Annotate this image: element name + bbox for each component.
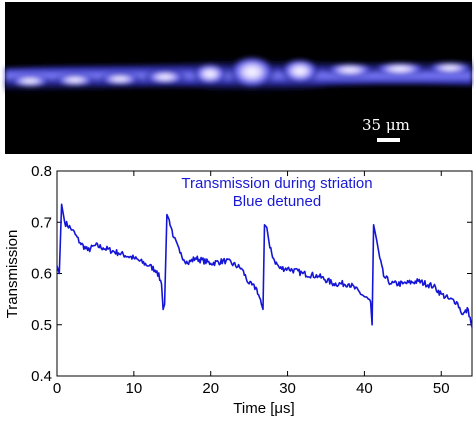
scale-bar-label: 35 μm	[362, 116, 410, 134]
transmission-chart: 0 10 20 30 40 50 0.4 0.5 0.6 0.7 0.8 Transmission …	[4, 163, 473, 417]
fiber-glow	[5, 55, 474, 94]
x-axis-title: Time [μs]	[233, 400, 294, 417]
scale-bar	[377, 138, 400, 142]
y-tick-label: 0.4	[31, 368, 52, 385]
y-tick-label: 0.8	[31, 163, 52, 180]
fiber-image-panel: 35 μm	[5, 2, 474, 154]
x-tick-label: 50	[433, 380, 450, 397]
y-axis-title: Transmission	[4, 230, 21, 319]
x-tick-label: 30	[279, 380, 296, 397]
x-tick-label: 20	[202, 380, 219, 397]
y-tick-label: 0.7	[31, 214, 52, 231]
x-tick-label: 10	[126, 380, 143, 397]
x-tick-label: 40	[356, 380, 373, 397]
axis-tick-labels: 0 10 20 30 40 50 0.4 0.5 0.6 0.7 0.8	[31, 163, 449, 397]
x-tick-label: 0	[53, 380, 61, 397]
series-line-transmission	[56, 203, 473, 328]
y-tick-label: 0.6	[31, 266, 52, 283]
annotation-line-2: Blue detuned	[233, 193, 321, 210]
y-tick-label: 0.5	[31, 317, 52, 334]
annotation-line-1: Transmission during striation	[181, 175, 372, 192]
